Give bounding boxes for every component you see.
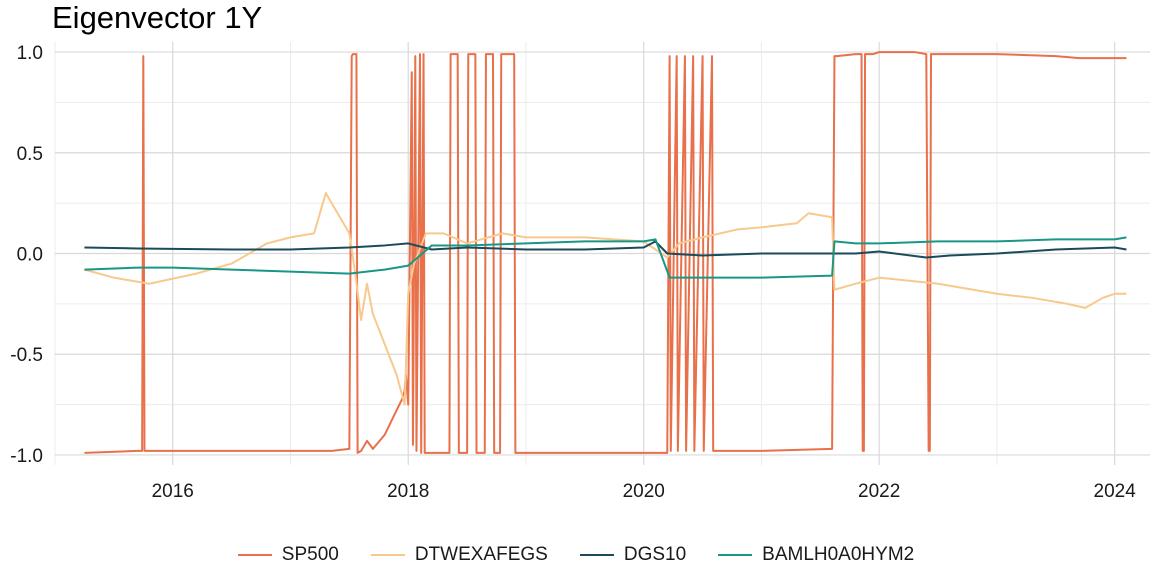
y-tick-label: 0.0: [17, 245, 43, 266]
legend-item-bamlh0a0hym2: BAMLH0A0HYM2: [718, 544, 914, 566]
legend-label: BAMLH0A0HYM2: [762, 544, 915, 565]
y-tick-label: 0.5: [17, 144, 43, 165]
series-line-sp500: [84, 51, 1127, 454]
series-line-dgs10: [84, 240, 1127, 259]
legend-label: SP500: [281, 544, 339, 565]
y-tick-label: -1.0: [10, 446, 43, 467]
line-chart: -1.0 -0.5 0.0 0.5 1.0 2016 2018 2020 2022 2024: [10, 42, 1150, 502]
legend-item-dgs10: DGS10: [579, 544, 687, 566]
x-tick-label: 2020: [623, 481, 665, 502]
x-tick-label: 2022: [858, 481, 900, 502]
legend-label: DGS10: [623, 544, 687, 565]
legend-swatch: [579, 553, 614, 557]
legend-item-sp500: SP500: [237, 544, 339, 566]
series-line-bamlh0a0hym2: [84, 236, 1127, 279]
legend-swatch: [718, 553, 753, 557]
legend-swatch: [370, 553, 405, 557]
y-tick-label: -0.5: [10, 345, 43, 366]
legend-item-dtwexafegs: DTWEXAFEGS: [370, 544, 548, 566]
x-tick-label: 2016: [152, 481, 194, 502]
series-line-dtwexafegs: [84, 192, 1127, 406]
legend-swatch: [237, 553, 272, 557]
x-tick-label: 2024: [1094, 481, 1137, 502]
x-tick-label: 2018: [387, 481, 429, 502]
legend-label: DTWEXAFEGS: [414, 544, 548, 565]
chart-title: Eigenvector 1Y: [52, 0, 263, 35]
y-tick-label: 1.0: [17, 43, 43, 64]
chart-legend: SP500 DTWEXAFEGS DGS10 BAMLH0A0HYM2: [0, 538, 1152, 572]
